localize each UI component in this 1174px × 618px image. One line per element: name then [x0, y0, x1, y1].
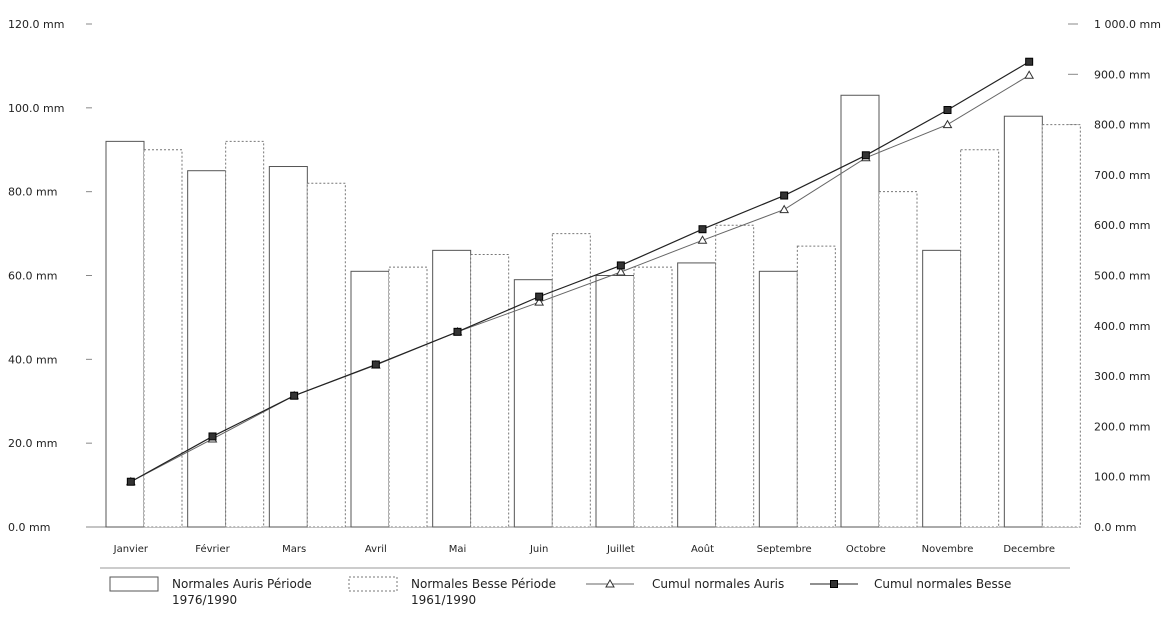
right-tick-label: 400.0 mm	[1094, 320, 1150, 333]
category-label: Mars	[282, 544, 306, 555]
bar	[796, 245, 836, 528]
left-tick-label: 20.0 mm	[8, 437, 57, 450]
legend: Normales Auris Période 1976/1990 Normale…	[100, 567, 1070, 607]
category-label: Juillet	[606, 544, 635, 555]
left-tick-label: 60.0 mm	[8, 270, 57, 283]
point	[861, 151, 870, 160]
right-tick-label: 900.0 mm	[1094, 68, 1150, 81]
right-tick-label: 200.0 mm	[1094, 420, 1150, 433]
legend-besse-line2: 1961/1990	[411, 593, 476, 607]
legend-auris-line2: 1976/1990	[172, 593, 237, 607]
point	[698, 225, 707, 234]
bar	[470, 254, 510, 528]
point	[615, 266, 626, 276]
point	[371, 360, 380, 369]
category-label: Novembre	[922, 544, 974, 555]
right-tick-label: 600.0 mm	[1094, 219, 1150, 232]
right-tick-label: 100.0 mm	[1094, 471, 1150, 484]
point	[697, 235, 708, 244]
legend-swatch-auris	[109, 576, 159, 592]
bar	[758, 270, 798, 528]
point	[126, 477, 135, 486]
bar	[388, 266, 428, 528]
point	[208, 432, 217, 441]
bar	[1003, 115, 1043, 528]
point	[780, 191, 789, 200]
bar	[595, 275, 635, 528]
bar	[677, 262, 717, 528]
bar	[513, 279, 553, 528]
bar	[633, 266, 673, 528]
legend-cumul-besse: Cumul normales Besse	[874, 577, 1011, 591]
point	[534, 297, 545, 306]
legend-triangle-marker-icon	[605, 578, 615, 588]
legend-auris-line1: Normales Auris Période	[172, 577, 312, 591]
bar	[840, 94, 880, 528]
left-tick-label: 120.0 mm	[8, 18, 64, 31]
bar	[960, 149, 1000, 528]
bar	[878, 191, 918, 528]
left-tick-label: 0.0 mm	[8, 521, 50, 534]
category-label: Avril	[365, 544, 387, 555]
bar	[350, 270, 390, 528]
bar	[268, 166, 308, 528]
bar	[922, 249, 962, 528]
bar	[551, 233, 591, 528]
bar	[143, 149, 183, 528]
category-label: Août	[691, 543, 714, 555]
category-label: Octobre	[846, 544, 886, 555]
point	[943, 106, 952, 115]
bar	[105, 140, 145, 528]
left-tick-label: 40.0 mm	[8, 353, 57, 366]
bars	[105, 94, 1081, 528]
point	[453, 327, 462, 336]
point	[1024, 70, 1035, 79]
point	[535, 292, 544, 301]
right-tick-label: 700.0 mm	[1094, 169, 1150, 182]
bar	[187, 170, 227, 528]
bar	[715, 224, 755, 528]
right-tick-label: 0.0 mm	[1094, 521, 1136, 534]
right-tick-label: 300.0 mm	[1094, 370, 1150, 383]
series-line	[130, 61, 1030, 483]
lines	[125, 57, 1035, 486]
bar	[306, 182, 346, 528]
right-tick-label: 500.0 mm	[1094, 270, 1150, 283]
category-label: Juin	[529, 544, 548, 555]
bar	[432, 249, 472, 528]
left-tick-label: 100.0 mm	[8, 102, 64, 115]
legend-swatch-besse	[348, 576, 398, 592]
right-tick-label: 800.0 mm	[1094, 119, 1150, 132]
category-label: Février	[195, 543, 230, 555]
point	[1025, 57, 1034, 66]
legend-cumul-auris: Cumul normales Auris	[652, 577, 784, 591]
point	[942, 119, 953, 129]
bar	[225, 140, 265, 528]
category-label: Decembre	[1003, 544, 1055, 555]
point	[616, 261, 625, 270]
category-label: Janvier	[113, 544, 149, 555]
legend-besse-line1: Normales Besse Période	[411, 577, 556, 591]
bar	[1041, 124, 1081, 528]
labels: 0.0 mm 20.0 mm 40.0 mm 60.0 mm 80.0 mm 100.0 …	[8, 18, 1161, 555]
legend-square-marker-icon	[830, 580, 838, 588]
category-label: Septembre	[757, 544, 812, 555]
point	[779, 204, 790, 214]
point	[290, 391, 299, 400]
right-tick-label: 1 000.0 mm	[1094, 18, 1161, 31]
left-tick-label: 80.0 mm	[8, 186, 57, 199]
category-label: Mai	[449, 544, 467, 555]
